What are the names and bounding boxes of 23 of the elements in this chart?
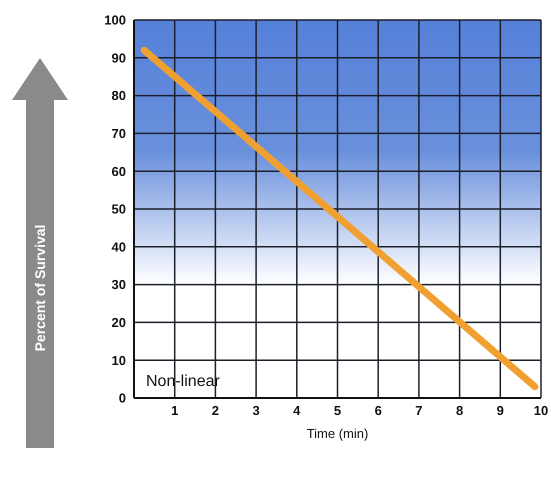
- x-tick-label: 10: [534, 403, 548, 418]
- x-tick-label: 6: [374, 403, 382, 418]
- y-tick-label: 20: [112, 315, 126, 330]
- y-tick-label: 40: [112, 239, 126, 254]
- y-tick-label: 50: [112, 202, 126, 217]
- x-tick-label: 4: [293, 403, 302, 418]
- y-tick-label: 100: [104, 12, 126, 28]
- y-tick-label: 60: [112, 164, 126, 179]
- y-tick-label: 90: [112, 50, 126, 66]
- y-tick-label: 80: [112, 88, 126, 104]
- x-tick-label: 2: [212, 403, 220, 418]
- y-tick-label: 70: [112, 126, 126, 142]
- y-axis-title: Percent of Survival: [32, 224, 48, 352]
- x-tick-label: 9: [496, 403, 504, 418]
- y-tick-label: 30: [112, 277, 126, 292]
- x-tick-label: 1: [171, 403, 178, 418]
- x-axis-title: Time (min): [306, 426, 368, 441]
- x-tick-label: 7: [415, 403, 423, 418]
- x-tick-label: 5: [334, 403, 342, 418]
- y-tick-label: 10: [112, 352, 126, 368]
- y-tick-label: 0: [118, 390, 126, 406]
- x-tick-label: 3: [252, 403, 260, 418]
- x-tick-label: 8: [456, 403, 464, 418]
